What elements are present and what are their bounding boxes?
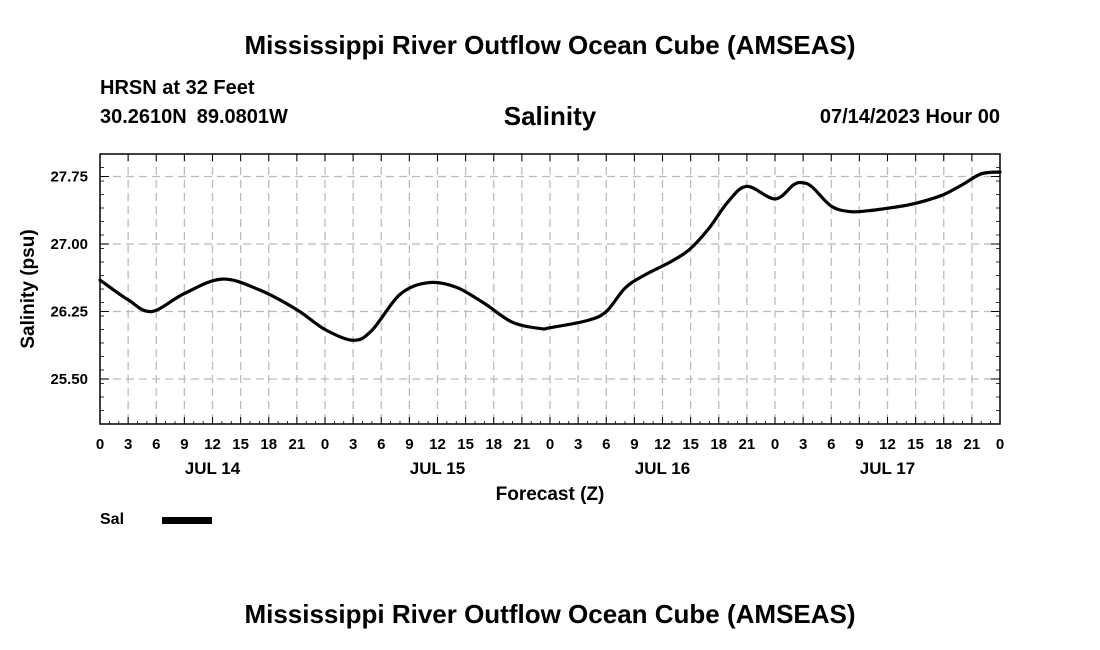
x-tick-label: 6 xyxy=(827,436,835,453)
latitude: 30.2610N xyxy=(100,106,187,128)
x-tick-label: 12 xyxy=(879,436,896,453)
x-tick-label: 9 xyxy=(405,436,413,453)
x-tick-label: 9 xyxy=(630,436,638,453)
x-tick-label: 12 xyxy=(654,436,671,453)
x-tick-label: 21 xyxy=(289,436,306,453)
x-tick-label: 6 xyxy=(602,436,610,453)
longitude: 89.0801W xyxy=(196,106,288,128)
x-tick-label: 15 xyxy=(907,436,924,453)
x-tick-label: 15 xyxy=(457,436,474,453)
coordinates: 30.2610N 89.0801W xyxy=(100,106,288,129)
legend-label: Sal xyxy=(100,511,125,528)
salinity-series-line xyxy=(98,170,1002,342)
day-label: JUL 14 xyxy=(185,459,241,478)
day-label: JUL 16 xyxy=(635,459,690,478)
y-tick-label: 27.75 xyxy=(50,169,88,186)
x-tick-label: 21 xyxy=(964,436,981,453)
x-tick-label: 9 xyxy=(180,436,188,453)
x-tick-label: 0 xyxy=(321,436,329,453)
x-tick-label: 18 xyxy=(710,436,727,453)
day-label: JUL 15 xyxy=(410,459,465,478)
axis-labels: 0 3 6 9 12 15 18 21 0 3 6 9 12 15 18 21 0 3 6 9 12 15 18 21 0 3 6 9… xyxy=(50,169,1004,479)
x-tick-label: 21 xyxy=(514,436,531,453)
x-tick-label: 0 xyxy=(546,436,554,453)
x-tick-label: 15 xyxy=(682,436,699,453)
x-tick-label: 6 xyxy=(377,436,385,453)
x-tick-label: 3 xyxy=(124,436,132,453)
plot-frame xyxy=(99,153,1001,425)
x-tick-label: 0 xyxy=(996,436,1004,453)
x-tick-label: 6 xyxy=(152,436,160,453)
x-tick-label: 12 xyxy=(429,436,446,453)
day-label: JUL 17 xyxy=(860,459,915,478)
station-label: HRSN at 32 Feet xyxy=(100,77,255,99)
forecast-datetime: 07/14/2023 Hour 00 xyxy=(819,106,1000,128)
x-tick-label: 12 xyxy=(204,436,221,453)
x-tick-label: 3 xyxy=(574,436,582,453)
x-tick-label: 9 xyxy=(855,436,863,453)
x-tick-label: 3 xyxy=(799,436,807,453)
x-tick-label: 0 xyxy=(771,436,779,453)
x-axis-label: Forecast (Z) xyxy=(496,484,605,505)
y-tick-label: 27.00 xyxy=(50,236,88,253)
grid xyxy=(100,154,1000,424)
x-tick-label: 15 xyxy=(232,436,249,453)
legend-line-swatch xyxy=(162,517,212,524)
chart-main-title: Mississippi River Outflow Ocean Cube (AM… xyxy=(244,30,856,60)
y-tick-label: 26.25 xyxy=(50,304,88,321)
x-tick-label: 3 xyxy=(349,436,357,453)
x-tick-label: 18 xyxy=(935,436,952,453)
footer-title: Mississippi River Outflow Ocean Cube (AM… xyxy=(244,599,856,629)
y-axis-label: Salinity (psu) xyxy=(18,229,39,348)
x-tick-label: 0 xyxy=(96,436,104,453)
x-tick-label: 18 xyxy=(485,436,502,453)
x-tick-label: 18 xyxy=(260,436,277,453)
x-tick-label: 21 xyxy=(739,436,756,453)
y-tick-label: 25.50 xyxy=(50,371,88,388)
chart-title: Salinity xyxy=(503,101,597,131)
